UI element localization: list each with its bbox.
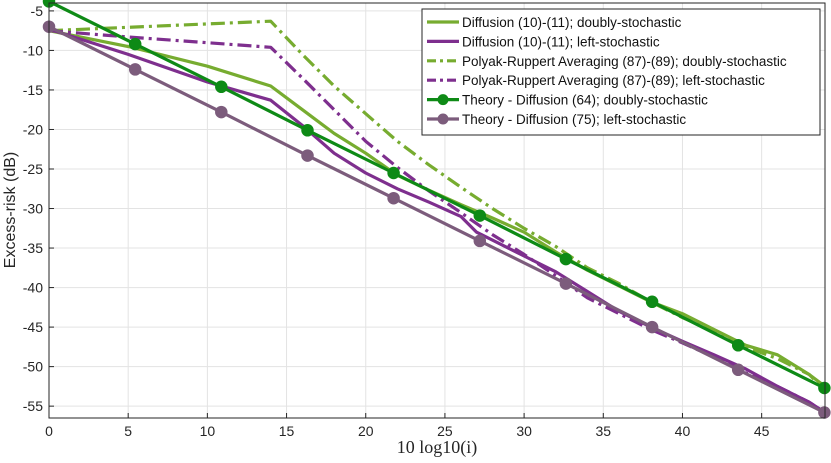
legend-label: Polyak-Ruppert Averaging (87)-(89); left… [462, 73, 765, 88]
data-point-marker [301, 124, 314, 137]
x-tick-label: 10 [200, 423, 216, 439]
data-point-marker [473, 209, 487, 222]
y-tick-label: -10 [23, 42, 43, 58]
data-point-marker [731, 339, 745, 352]
data-point-marker [387, 166, 400, 180]
x-tick-label: 40 [675, 423, 691, 439]
series-line [47, 25, 826, 415]
series-2 [47, 27, 827, 415]
data-point-marker [215, 80, 228, 94]
x-tick-label: 45 [754, 423, 770, 439]
data-point-marker [818, 381, 831, 395]
data-point-marker [128, 63, 142, 76]
data-point-marker [128, 37, 142, 51]
y-tick-label: -55 [23, 398, 43, 414]
y-tick-label: -45 [23, 319, 43, 335]
y-tick-label: -50 [23, 359, 43, 375]
x-axis-label: 10 log10(i) [397, 437, 478, 458]
legend: Diffusion (10)-(11); doubly-stochastic Di… [421, 8, 821, 136]
y-tick-label: -30 [23, 201, 43, 217]
series-line [47, 0, 826, 390]
legend-label: Theory - Diffusion (64); doubly-stochast… [462, 93, 708, 108]
data-point-marker [645, 320, 659, 334]
y-tick-label: -35 [23, 240, 43, 256]
legend-label: Polyak-Ruppert Averaging (87)-(89); doub… [462, 54, 787, 69]
x-tick-label: 0 [45, 423, 53, 439]
series-6 [42, 20, 831, 419]
data-point-marker [559, 252, 573, 266]
y-tick-label: -25 [23, 161, 43, 177]
legend-marker [437, 94, 449, 106]
series-line [47, 27, 827, 415]
x-tick-label: 15 [279, 423, 295, 439]
legend-label: Diffusion (10)-(11); doubly-stochastic [462, 15, 682, 30]
data-point-marker [215, 105, 228, 119]
y-tick-label: -15 [23, 82, 43, 98]
legend-marker [437, 113, 449, 125]
y-axis-label: Excess-risk (dB) [2, 152, 19, 268]
legend-label: Theory - Diffusion (75); left-stochastic [462, 112, 686, 127]
legend-box [421, 8, 821, 136]
ticks: 0 5 10 15 20 25 30 35 40 45 -5 -10 -15 -20 -25 -30 -35 -4… [23, 3, 770, 439]
series-layer [42, 0, 831, 419]
y-tick-label: -5 [31, 3, 44, 19]
data-point-marker [559, 277, 573, 290]
x-tick-label: 5 [124, 423, 132, 439]
data-point-marker [731, 363, 745, 377]
data-point-marker [645, 295, 659, 309]
legend-label: Diffusion (10)-(11); left-stochastic [462, 34, 660, 49]
data-point-marker [301, 149, 314, 162]
data-point-marker [818, 406, 831, 419]
y-tick-label: -20 [23, 121, 43, 137]
x-tick-label: 35 [595, 423, 611, 439]
x-tick-label: 30 [516, 423, 532, 439]
x-tick-label: 25 [437, 423, 453, 439]
data-point-marker [387, 191, 400, 205]
series-5 [42, 0, 831, 395]
x-tick-label: 20 [358, 423, 374, 439]
y-tick-label: -40 [23, 280, 43, 296]
data-point-marker [473, 234, 487, 248]
plot-frame [48, 2, 826, 419]
